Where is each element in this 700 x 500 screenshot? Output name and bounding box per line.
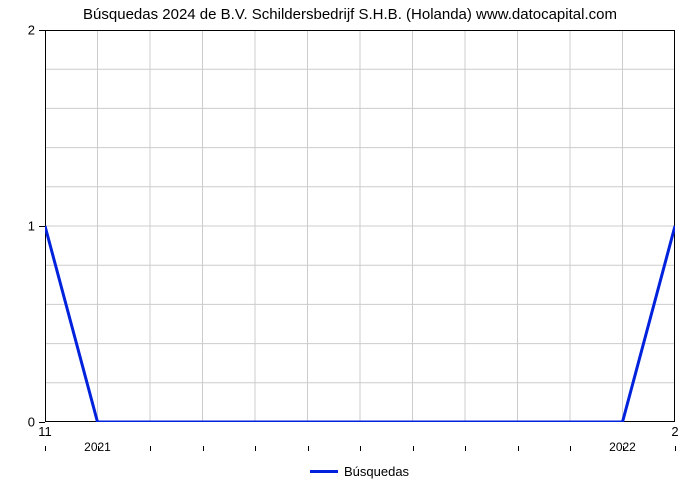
chart-container: { "chart": { "type": "line", "title": "B…	[0, 0, 700, 500]
plot-area	[45, 30, 675, 422]
plot-svg	[45, 30, 675, 422]
x-minor-tick	[255, 446, 256, 451]
x-minor-tick	[150, 446, 151, 451]
x-minor-tick	[360, 446, 361, 451]
chart-title: Búsquedas 2024 de B.V. Schildersbedrijf …	[0, 6, 700, 23]
y-tick-label: 1	[15, 219, 35, 234]
x-minor-tick	[570, 446, 571, 451]
x-left-value: 11	[38, 424, 52, 439]
y-tick-mark	[39, 422, 45, 423]
y-tick-label: 0	[15, 415, 35, 430]
legend-line	[310, 470, 338, 473]
x-right-value: 2	[671, 424, 678, 439]
legend: Búsquedas	[310, 464, 409, 479]
y-tick-mark	[39, 226, 45, 227]
x-minor-tick	[203, 446, 204, 451]
x-minor-tick	[465, 446, 466, 451]
y-tick-label: 2	[15, 23, 35, 38]
x-minor-tick	[45, 446, 46, 451]
x-minor-tick	[518, 446, 519, 451]
x-minor-tick	[675, 446, 676, 451]
x-year-label: 2022	[609, 440, 636, 454]
legend-label: Búsquedas	[344, 464, 409, 479]
y-tick-mark	[39, 30, 45, 31]
x-minor-tick	[308, 446, 309, 451]
x-minor-tick	[413, 446, 414, 451]
x-year-label: 2021	[84, 440, 111, 454]
